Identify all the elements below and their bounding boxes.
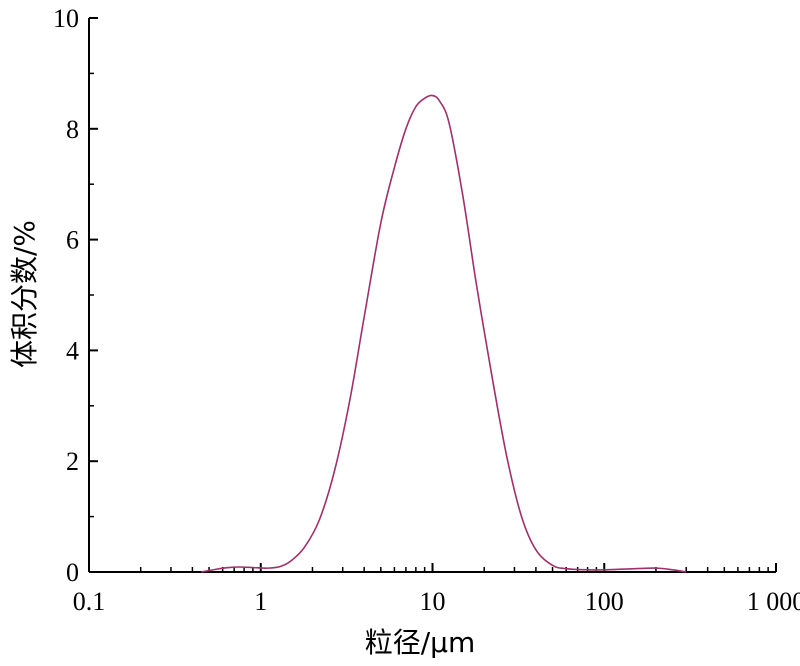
y-axis-title: 体积分数/% bbox=[8, 220, 41, 368]
y-tick-label: 8 bbox=[66, 115, 79, 144]
series-line bbox=[201, 94, 687, 573]
x-axis-title: 粒径/μm bbox=[365, 626, 476, 659]
x-tick-label: 10 bbox=[420, 587, 446, 616]
x-axis-ticks: 0.1 1 10 100 1 000 bbox=[73, 563, 800, 616]
y-tick-label: 0 bbox=[66, 558, 79, 587]
y-axis-ticks: 0 2 4 6 8 10 bbox=[53, 4, 98, 587]
x-tick-label: 1 bbox=[254, 587, 267, 616]
y-tick-label: 4 bbox=[66, 336, 79, 365]
series-layer bbox=[201, 94, 687, 573]
y-axis-minor-ticks bbox=[89, 72, 94, 518]
y-tick-label: 2 bbox=[66, 447, 79, 476]
plot-area: 0.1 1 10 100 1 000 0 2 4 6 8 10 bbox=[53, 4, 800, 616]
y-tick-label: 10 bbox=[53, 4, 79, 33]
y-tick-label: 6 bbox=[66, 226, 79, 255]
x-tick-label: 1 000 bbox=[747, 587, 800, 616]
x-tick-label: 0.1 bbox=[73, 587, 106, 616]
x-tick-label: 100 bbox=[585, 587, 624, 616]
